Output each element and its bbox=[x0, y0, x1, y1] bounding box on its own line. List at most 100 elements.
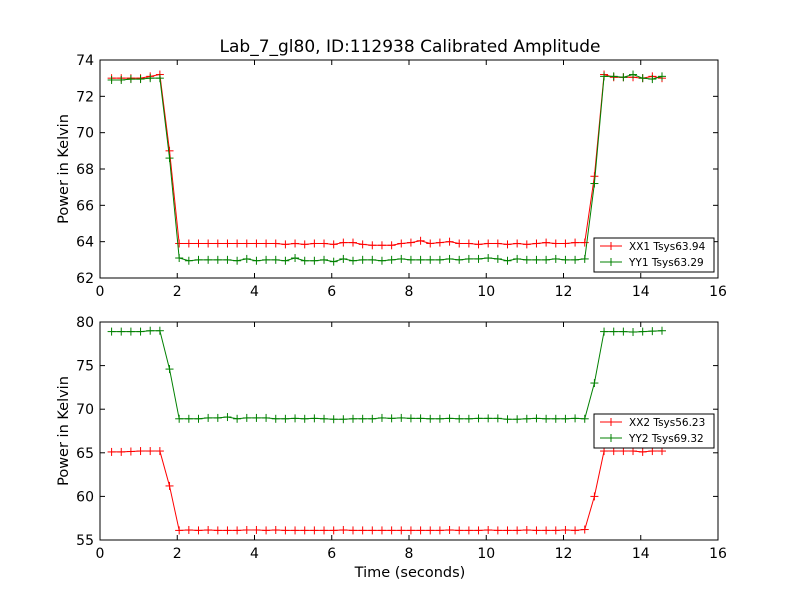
legend: XX2 Tsys56.23 YY2 Tsys69.32 bbox=[593, 413, 715, 449]
data-point bbox=[397, 254, 406, 263]
data-point bbox=[194, 255, 203, 264]
x-tick-label: 6 bbox=[327, 284, 336, 300]
data-point bbox=[271, 239, 280, 248]
data-point bbox=[300, 526, 309, 535]
data-point bbox=[233, 256, 242, 265]
series-group bbox=[107, 70, 666, 266]
data-point bbox=[493, 254, 502, 263]
x-tick-label: 14 bbox=[632, 546, 650, 562]
data-point bbox=[242, 525, 251, 534]
data-point bbox=[580, 238, 589, 247]
data-point bbox=[242, 413, 251, 422]
data-point bbox=[175, 526, 184, 535]
data-point bbox=[377, 413, 386, 422]
data-point bbox=[107, 447, 116, 456]
x-tick-label: 12 bbox=[555, 284, 573, 300]
y-tick-label: 72 bbox=[76, 89, 94, 105]
data-point bbox=[213, 413, 222, 422]
data-point bbox=[368, 255, 377, 264]
x-tick-label: 16 bbox=[709, 284, 727, 300]
data-point bbox=[233, 239, 242, 248]
data-point bbox=[657, 326, 666, 335]
data-point bbox=[416, 526, 425, 535]
data-point bbox=[291, 254, 300, 263]
data-point bbox=[551, 414, 560, 423]
data-point bbox=[368, 241, 377, 250]
data-point bbox=[551, 254, 560, 263]
data-point bbox=[657, 72, 666, 81]
data-point bbox=[252, 239, 261, 248]
x-tick-label: 2 bbox=[173, 284, 182, 300]
data-point bbox=[339, 238, 348, 247]
data-point bbox=[580, 254, 589, 263]
data-point bbox=[300, 414, 309, 423]
data-point bbox=[107, 75, 116, 84]
chart-bottom: Time (seconds) Power in Kelvin 0 2 4 6 8 10 12… bbox=[56, 315, 727, 581]
data-point bbox=[281, 526, 290, 535]
data-point bbox=[464, 254, 473, 263]
legend-label-yy1: YY1 Tsys63.29 bbox=[628, 257, 704, 269]
data-point bbox=[184, 239, 193, 248]
data-point bbox=[291, 526, 300, 535]
data-point bbox=[194, 414, 203, 423]
data-point bbox=[435, 255, 444, 264]
data-point bbox=[310, 414, 319, 423]
data-point bbox=[580, 414, 589, 423]
data-point bbox=[484, 525, 493, 534]
data-point bbox=[281, 256, 290, 265]
data-point bbox=[368, 414, 377, 423]
x-tick-label: 10 bbox=[477, 546, 495, 562]
data-point bbox=[474, 240, 483, 249]
data-point bbox=[291, 414, 300, 423]
data-point bbox=[281, 240, 290, 249]
data-point bbox=[320, 526, 329, 535]
data-point bbox=[571, 255, 580, 264]
data-point bbox=[310, 239, 319, 248]
data-point bbox=[609, 72, 618, 81]
legend-label-xx1: XX1 Tsys63.94 bbox=[629, 241, 706, 253]
data-point bbox=[320, 414, 329, 423]
data-point bbox=[455, 414, 464, 423]
data-point bbox=[204, 239, 213, 248]
data-point bbox=[320, 239, 329, 248]
data-point bbox=[542, 238, 551, 247]
data-point bbox=[117, 447, 126, 456]
y-tick-label: 55 bbox=[76, 533, 94, 549]
plot-frame bbox=[99, 321, 719, 541]
y-tick-labels: 55 60 65 70 75 80 bbox=[76, 315, 94, 549]
data-point bbox=[146, 447, 155, 456]
data-point bbox=[493, 526, 502, 535]
data-point bbox=[455, 255, 464, 264]
data-point bbox=[387, 241, 396, 250]
data-point bbox=[204, 413, 213, 422]
data-point bbox=[107, 327, 116, 336]
data-point bbox=[165, 481, 174, 490]
data-point bbox=[426, 255, 435, 264]
data-point bbox=[242, 254, 251, 263]
data-point bbox=[416, 255, 425, 264]
data-point bbox=[146, 326, 155, 335]
data-point bbox=[532, 414, 541, 423]
data-point bbox=[503, 526, 512, 535]
series-line-2 bbox=[111, 74, 663, 263]
data-point bbox=[484, 239, 493, 248]
y-tick-label: 75 bbox=[76, 359, 94, 375]
y-tick-label: 68 bbox=[76, 162, 94, 178]
data-point bbox=[532, 526, 541, 535]
x-tick-label: 16 bbox=[709, 546, 727, 562]
data-point bbox=[474, 414, 483, 423]
data-point bbox=[406, 414, 415, 423]
data-point bbox=[503, 256, 512, 265]
data-point bbox=[223, 239, 232, 248]
data-point bbox=[561, 525, 570, 534]
data-point bbox=[155, 74, 164, 83]
data-point bbox=[368, 526, 377, 535]
data-point bbox=[117, 75, 126, 84]
data-point bbox=[126, 327, 135, 336]
x-axis-label: Time (seconds) bbox=[354, 565, 466, 581]
data-point bbox=[320, 255, 329, 264]
data-point bbox=[580, 525, 589, 534]
x-tick-label: 10 bbox=[477, 284, 495, 300]
data-point bbox=[223, 526, 232, 535]
data-point bbox=[561, 255, 570, 264]
